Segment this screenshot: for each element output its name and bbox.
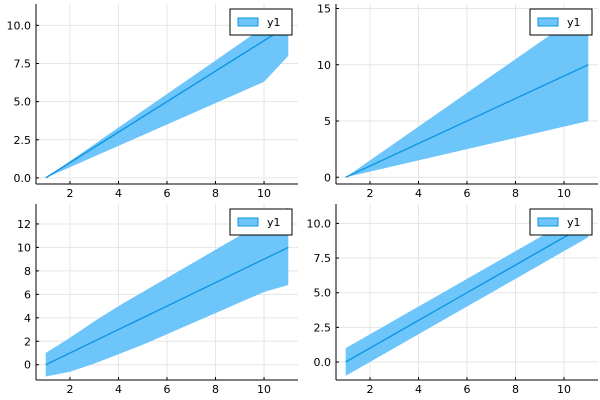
y-tick-label: 0 xyxy=(24,359,31,372)
y-tick-label: 15 xyxy=(317,3,331,16)
subplot-4: 2 4 6 8 10 0.0 2.5 5.0 7.5 10.0 y1 xyxy=(307,204,598,396)
y-tick-label: 10 xyxy=(17,241,31,254)
series-group xyxy=(45,207,289,377)
y-tick-label: 0 xyxy=(324,171,331,184)
legend-swatch xyxy=(237,217,259,227)
series-line xyxy=(345,222,589,363)
y-tick-label: 10 xyxy=(317,59,331,72)
x-tick-label: 6 xyxy=(164,383,171,396)
legend-label: y1 xyxy=(567,16,581,29)
y-tick-label: 5.0 xyxy=(314,287,332,300)
legend: y1 xyxy=(529,208,593,236)
ribbon-band xyxy=(45,207,289,377)
y-tick-label: 2.5 xyxy=(314,321,332,334)
y-tick-label: 7.5 xyxy=(14,57,32,70)
y-tick-label: 6 xyxy=(24,288,31,301)
x-tick-label: 4 xyxy=(415,383,422,396)
legend: y1 xyxy=(229,8,293,36)
x-tick-label: 10 xyxy=(557,187,571,200)
x-tick-label: 8 xyxy=(512,383,519,396)
legend-swatch xyxy=(537,17,559,27)
subplot-1: 2 4 6 8 10 0.0 2.5 5.0 7.5 10.0 y1 xyxy=(7,4,298,200)
x-tick-label: 2 xyxy=(366,187,373,200)
y-tick-label: 10.0 xyxy=(7,19,32,32)
y-tick-label: 7.5 xyxy=(314,252,332,265)
y-tick-label: 10.0 xyxy=(307,217,332,230)
subplot-3: 2 4 6 8 10 0 2 4 6 8 10 12 y1 xyxy=(17,204,298,396)
x-tick-label: 10 xyxy=(257,383,271,396)
legend-label: y1 xyxy=(267,216,281,229)
legend-swatch xyxy=(537,217,559,227)
y-tick-label: 12 xyxy=(17,218,31,231)
y-tick-label: 0.0 xyxy=(14,172,32,185)
legend-swatch xyxy=(237,17,259,27)
x-tick-label: 6 xyxy=(164,187,171,200)
y-tick-label: 2 xyxy=(24,335,31,348)
x-tick-label: 8 xyxy=(212,187,219,200)
x-tick-label: 2 xyxy=(66,187,73,200)
series-line xyxy=(345,64,589,178)
legend-label: y1 xyxy=(267,16,281,29)
x-tick-label: 4 xyxy=(115,383,122,396)
y-tick-label: 4 xyxy=(24,312,31,325)
legend-label: y1 xyxy=(567,216,581,229)
x-tick-label: 6 xyxy=(464,187,471,200)
series-group xyxy=(45,10,289,179)
x-tick-label: 4 xyxy=(115,187,122,200)
x-tick-label: 2 xyxy=(66,383,73,396)
y-tick-label: 8 xyxy=(24,265,31,278)
x-tick-label: 10 xyxy=(557,383,571,396)
series-line xyxy=(45,24,289,179)
ribbon-band xyxy=(45,10,289,178)
x-tick-label: 6 xyxy=(464,383,471,396)
x-tick-label: 8 xyxy=(212,383,219,396)
legend: y1 xyxy=(229,208,293,236)
x-tick-label: 2 xyxy=(366,383,373,396)
ribbon-band xyxy=(345,8,589,178)
x-tick-label: 4 xyxy=(415,187,422,200)
series-group xyxy=(345,209,589,376)
series-line xyxy=(45,246,289,366)
x-tick-label: 10 xyxy=(257,187,271,200)
x-tick-label: 8 xyxy=(512,187,519,200)
y-tick-label: 5.0 xyxy=(14,96,32,109)
series-group xyxy=(345,8,589,178)
y-tick-label: 5 xyxy=(324,115,331,128)
legend: y1 xyxy=(529,8,593,36)
y-tick-label: 0.0 xyxy=(314,356,332,369)
y-tick-label: 2.5 xyxy=(14,134,32,147)
subplot-2: 2 4 6 8 10 0 5 10 15 y1 xyxy=(317,3,598,200)
